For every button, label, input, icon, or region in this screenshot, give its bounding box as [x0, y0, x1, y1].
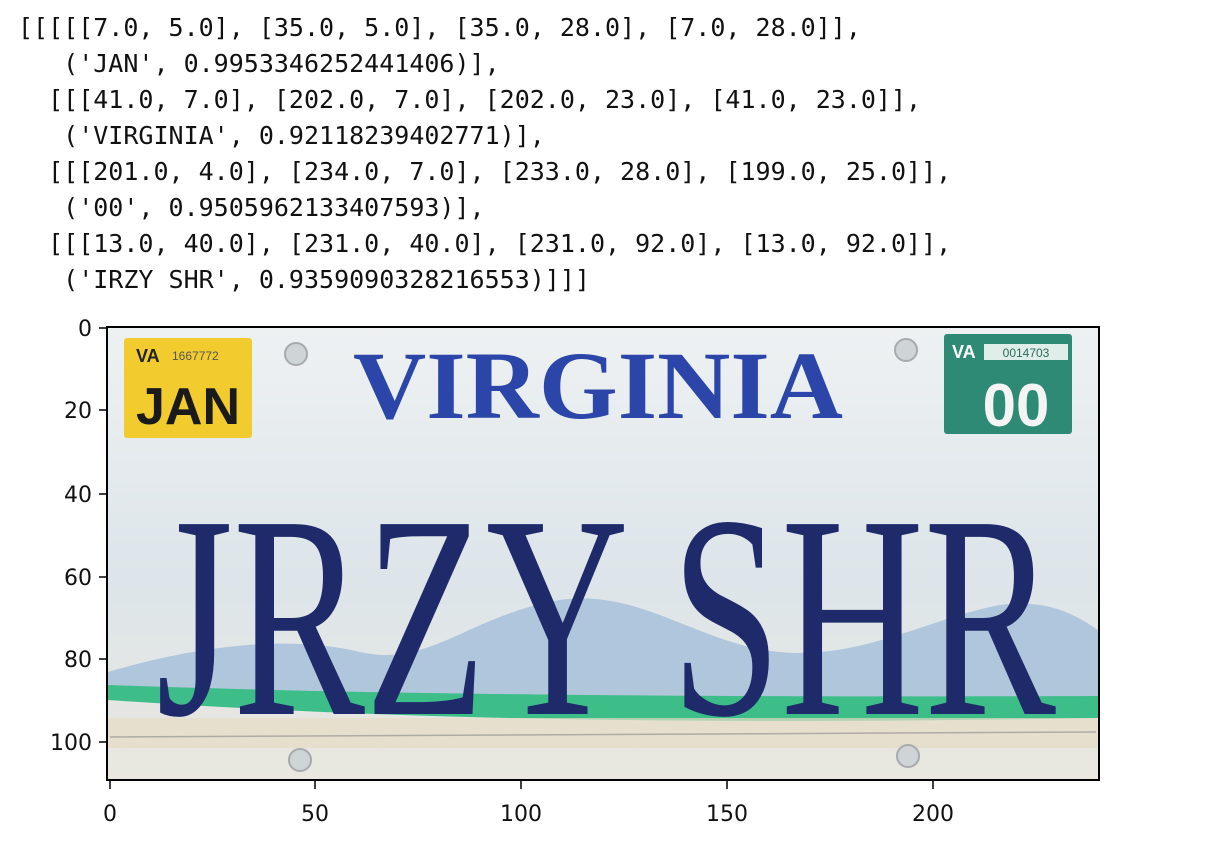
ocr-output-line: ('00', 0.9505962133407593)], — [18, 193, 485, 222]
ocr-output-line: [[[41.0, 7.0], [202.0, 7.0], [202.0, 23.… — [18, 85, 922, 114]
x-tick-label: 0 — [103, 802, 117, 827]
x-axis: 0 50 100 150 200 — [103, 780, 954, 827]
year-decal-serial: 0014703 — [1003, 346, 1050, 360]
plate-emboss-line — [109, 731, 1097, 738]
y-tick-label: 80 — [64, 648, 92, 673]
bolt-hole-icon — [284, 342, 308, 366]
month-decal-background — [124, 338, 252, 438]
year-decal-state: VA — [952, 342, 976, 362]
x-tick-label: 200 — [912, 802, 954, 827]
month-decal-month: JAN — [136, 378, 240, 436]
plate-green-stripe — [108, 685, 1098, 721]
plate-mountains — [108, 598, 1098, 700]
bolt-hole-icon — [896, 744, 920, 768]
ocr-output-line: ('IRZY SHR', 0.9359090328216553)]]] — [18, 265, 590, 294]
month-decal-serial: 1667772 — [172, 349, 219, 363]
y-tick-label: 0 — [78, 317, 92, 342]
month-decal-state: VA — [136, 346, 160, 366]
bolt-hole-icon — [894, 338, 918, 362]
image-plot-svg: VA 1667772 JAN VA 0014703 00 VIRGINIA JR… — [50, 317, 1100, 827]
x-tick-label: 50 — [301, 802, 329, 827]
plate-number: JRZY SHR — [156, 456, 1057, 777]
y-tick-label: 20 — [64, 399, 92, 424]
license-plate-image: VA 1667772 JAN VA 0014703 00 VIRGINIA JR… — [108, 328, 1098, 779]
year-decal: VA 0014703 00 — [944, 334, 1072, 439]
ocr-output-line: [[[[[7.0, 5.0], [35.0, 5.0], [35.0, 28.0… — [18, 13, 861, 42]
month-decal: VA 1667772 JAN — [124, 338, 252, 438]
image-plot-figure: VA 1667772 JAN VA 0014703 00 VIRGINIA JR… — [0, 300, 1230, 856]
plate-state-name: VIRGINIA — [353, 332, 843, 439]
y-tick-label: 60 — [64, 566, 92, 591]
ocr-output-line: [[[201.0, 4.0], [234.0, 7.0], [233.0, 28… — [18, 157, 952, 186]
ocr-output-line: ('VIRGINIA', 0.92118239402771)], — [18, 121, 545, 150]
year-decal-year: 00 — [983, 372, 1050, 439]
x-tick-label: 150 — [706, 802, 748, 827]
ocr-output-text: [[[[[7.0, 5.0], [35.0, 5.0], [35.0, 28.0… — [18, 10, 951, 298]
ocr-output-line: [[[13.0, 40.0], [231.0, 40.0], [231.0, 9… — [18, 229, 952, 258]
ocr-output-line: ('JAN', 0.9953346252441406)], — [18, 49, 500, 78]
plot-axes-frame — [106, 326, 1100, 781]
y-tick-label: 40 — [64, 483, 92, 508]
y-tick-label: 100 — [50, 731, 92, 756]
year-decal-serial-box — [984, 344, 1068, 360]
x-tick-label: 100 — [500, 802, 542, 827]
bolt-hole-icon — [288, 748, 312, 772]
y-axis: 0 20 40 60 80 100 — [50, 317, 107, 756]
